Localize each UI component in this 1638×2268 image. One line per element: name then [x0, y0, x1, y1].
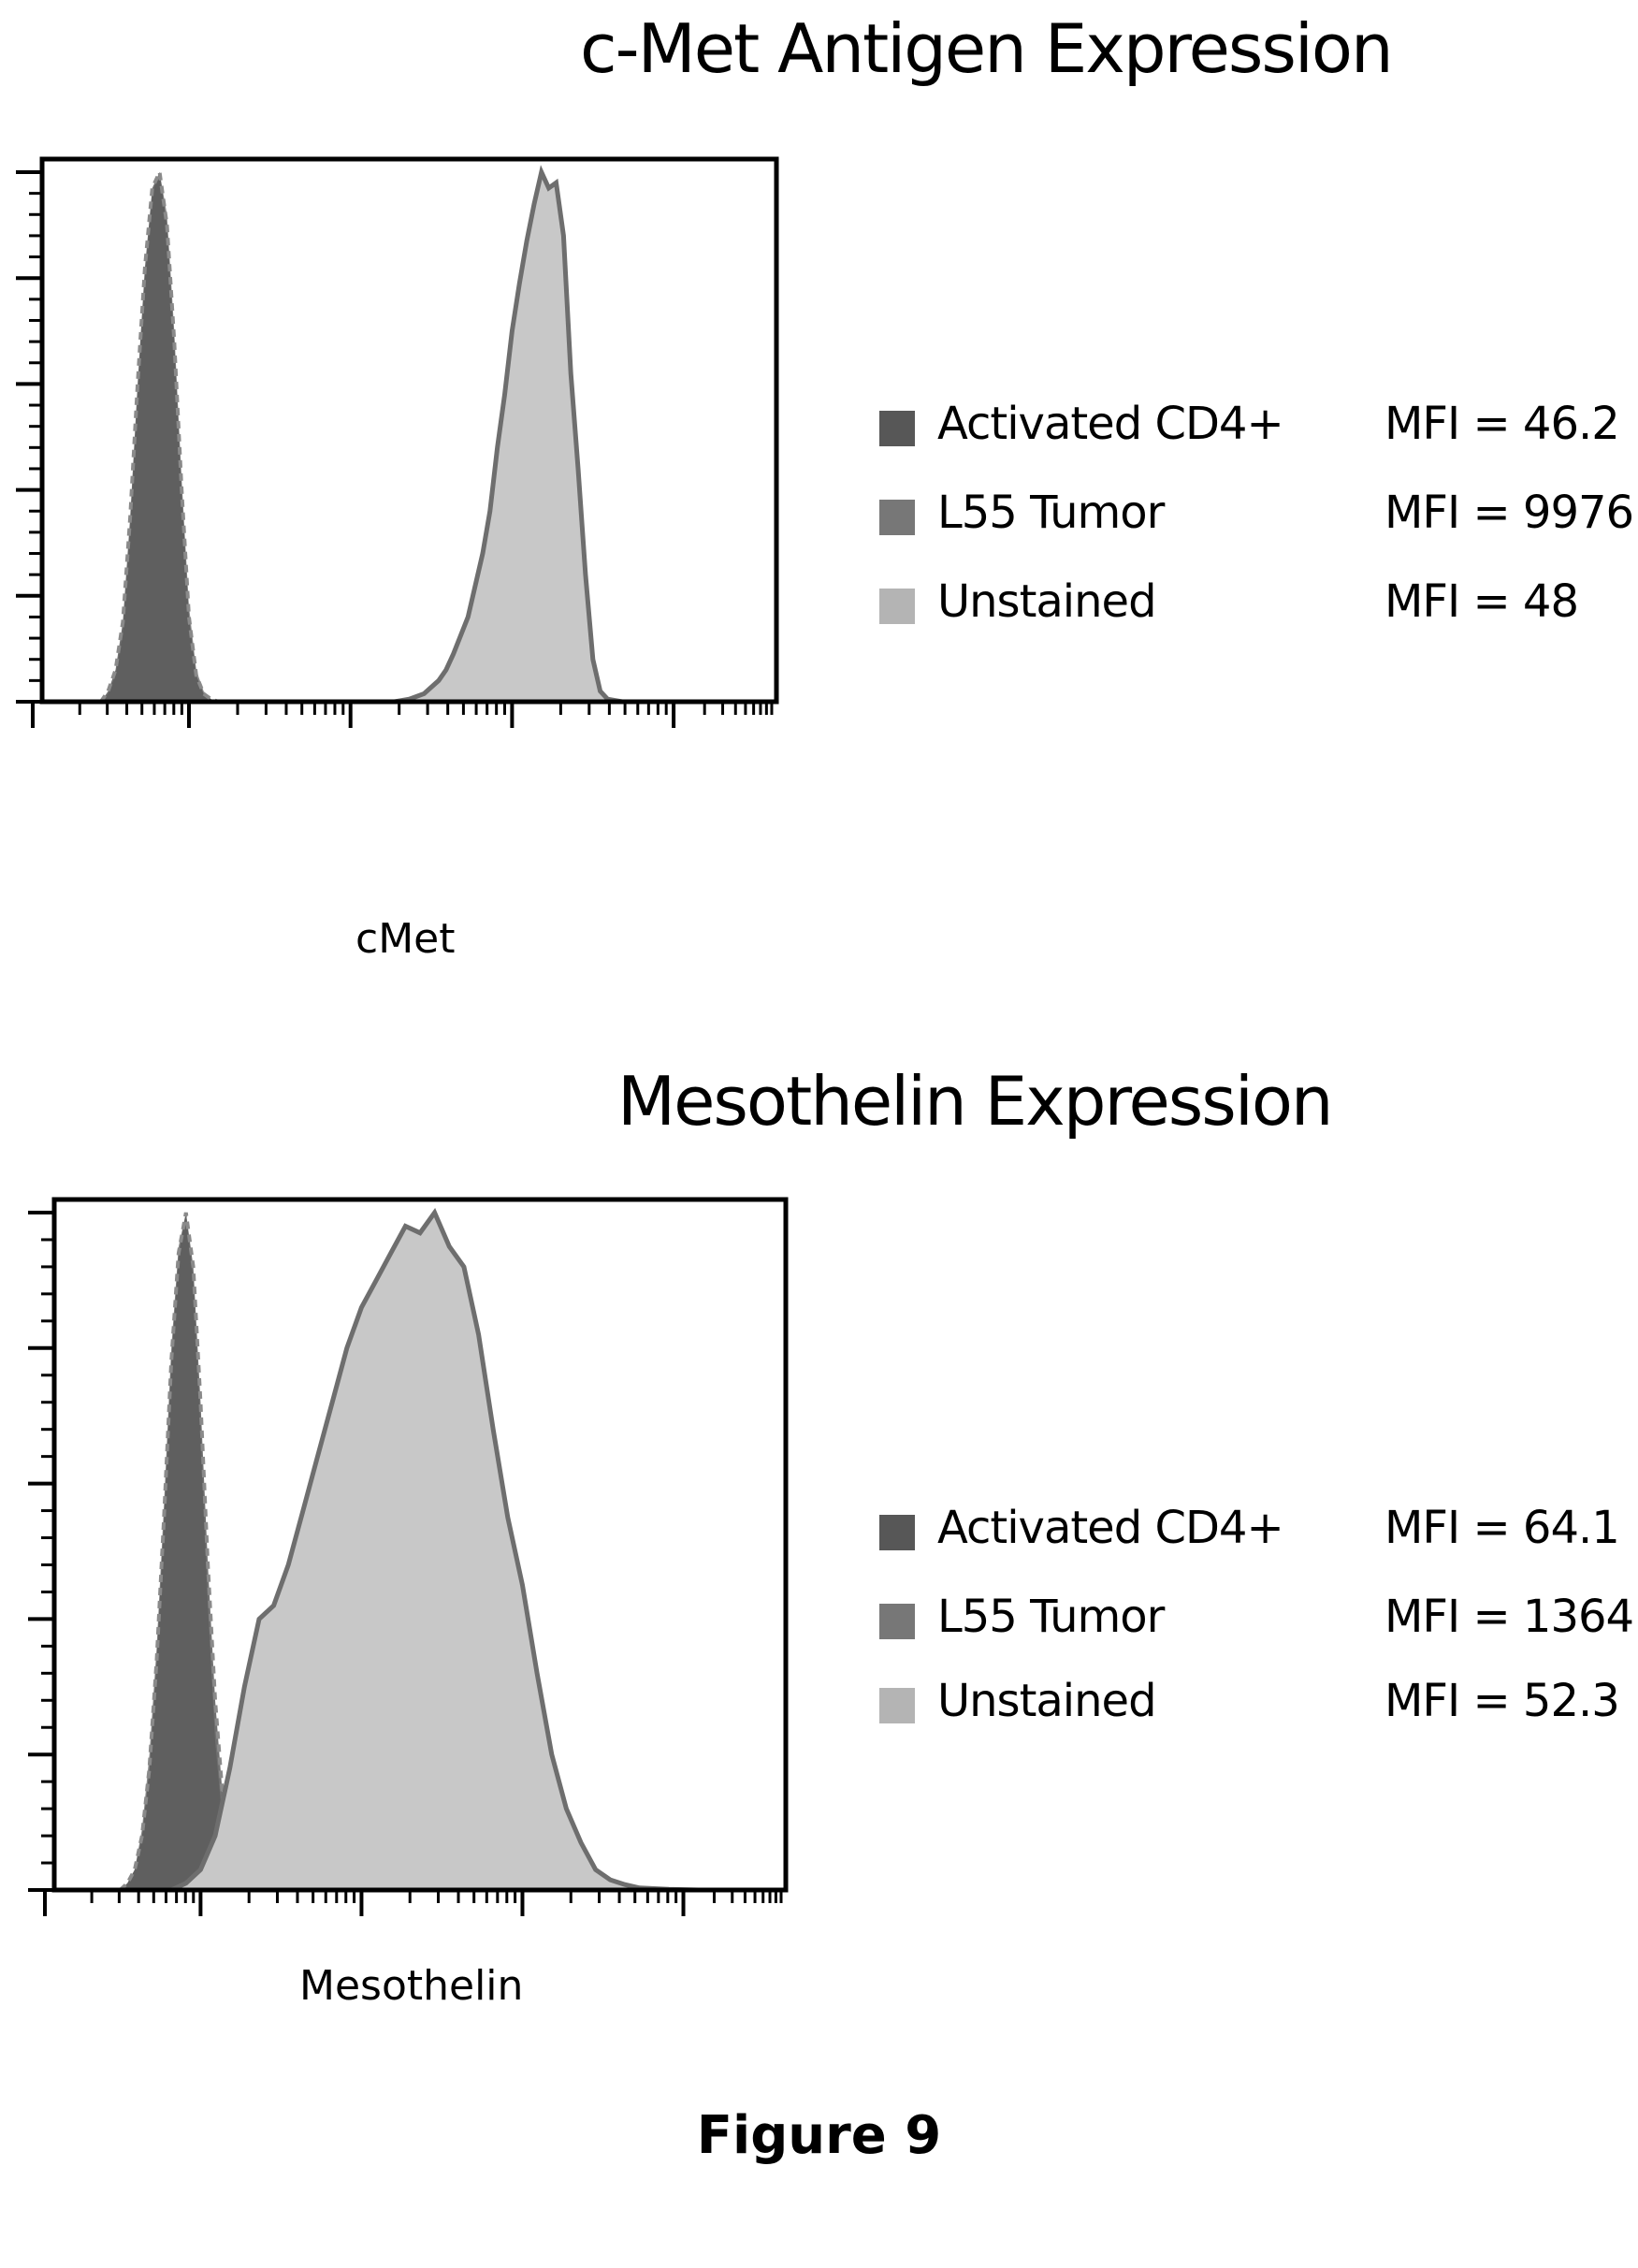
series-l55-tumor-area	[170, 1207, 699, 1893]
x-axis-label: Mesothelin	[299, 1962, 524, 2010]
legend-mfi-value: MFI = 1364	[1384, 1591, 1634, 1643]
legend-mfi-value: MFI = 64.1	[1384, 1502, 1620, 1554]
legend-swatch	[879, 1688, 915, 1723]
figure-caption: Figure 9	[696, 2105, 942, 2166]
legend-mfi-value: MFI = 9976	[1384, 487, 1634, 539]
chart-title: c-Met Antigen Expression	[580, 9, 1394, 88]
series-activated-cd4--area	[96, 165, 226, 704]
legend-item: Unstained MFI = 48	[879, 575, 1638, 632]
legend-label: Unstained	[937, 1675, 1157, 1727]
legend-item: Unstained MFI = 52.3	[879, 1675, 1638, 1731]
legend-mfi-value: MFI = 52.3	[1384, 1675, 1620, 1727]
x-axis-label: cMet	[355, 915, 456, 963]
legend-swatch	[879, 1604, 915, 1639]
legend-item: L55 Tumor MFI = 9976	[879, 487, 1638, 543]
legend-swatch	[879, 500, 915, 535]
plot-frame	[39, 156, 779, 705]
legend-label: Activated CD4+	[937, 398, 1284, 450]
legend-label: L55 Tumor	[937, 487, 1165, 539]
legend-swatch	[879, 411, 915, 446]
legend-swatch	[879, 1515, 915, 1550]
legend-item: Activated CD4+ MFI = 46.2	[879, 398, 1638, 454]
legend-item: L55 Tumor MFI = 1364	[879, 1591, 1638, 1647]
legend-item: Activated CD4+ MFI = 64.1	[879, 1502, 1638, 1558]
histogram-plot-mesothelin	[28, 1197, 789, 1916]
chart-title: Mesothelin Expression	[617, 1062, 1333, 1141]
histogram-plot-cmet	[16, 156, 779, 728]
plot-frame	[51, 1197, 789, 1893]
legend-mfi-value: MFI = 48	[1384, 575, 1579, 628]
legend-label: Unstained	[937, 575, 1157, 628]
legend-mfi-value: MFI = 46.2	[1384, 398, 1620, 450]
legend-label: Activated CD4+	[937, 1502, 1284, 1554]
series-l55-tumor-area	[394, 165, 623, 705]
legend-label: L55 Tumor	[937, 1591, 1165, 1643]
legend-swatch	[879, 589, 915, 624]
